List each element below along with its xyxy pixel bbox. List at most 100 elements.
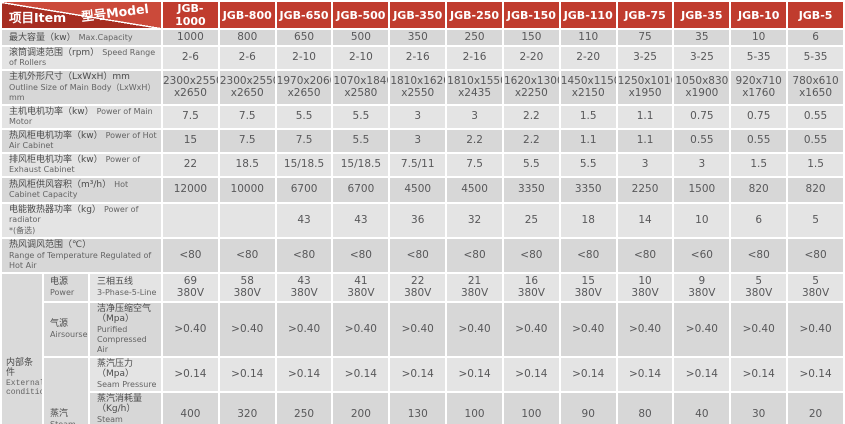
spec-cell: 15 380V <box>560 274 616 301</box>
row-label-max-capacity: 最大容量（kw） Max.Capacity <box>2 30 161 45</box>
spec-cell: 3 <box>617 154 673 176</box>
spec-cell: 3-25 <box>617 47 673 69</box>
spec-cell: 0.55 <box>788 130 843 152</box>
model-header: JGB-10 <box>731 2 787 28</box>
spec-cell: 3350 <box>560 178 616 202</box>
model-header: JGB-35 <box>674 2 730 28</box>
row-label-radiator-power: 电能散热器功率（kg） Power of radiator *(备选) <box>2 204 161 237</box>
spec-cell: 5 380V <box>788 274 843 301</box>
spec-cell: >0.40 <box>390 303 446 356</box>
spec-cell: 43 <box>276 204 332 237</box>
spec-cell: 100 <box>503 393 559 424</box>
spec-cell: 1070x1840 x2580 <box>333 71 389 104</box>
spec-cell: 36 <box>390 204 446 237</box>
spec-cell: >0.40 <box>788 303 843 356</box>
spec-cell: 2-6 <box>219 47 275 69</box>
spec-cell: >0.40 <box>560 303 616 356</box>
spec-cell: 90 <box>560 393 616 424</box>
spec-cell: 150 <box>503 30 559 45</box>
spec-cell: >0.40 <box>333 303 389 356</box>
spec-cell: >0.14 <box>731 358 787 391</box>
spec-cell: 12000 <box>163 178 218 202</box>
spec-cell: >0.14 <box>163 358 218 391</box>
model-header: JGB-250 <box>447 2 502 28</box>
row-label-speed-range: 滚筒调速范围（rpm） Speed Range of Rollers <box>2 47 161 69</box>
group-label-power: 电源 Power <box>44 274 88 301</box>
spec-cell: >0.14 <box>674 358 730 391</box>
spec-cell: 80 <box>617 393 673 424</box>
spec-cell: 10 <box>731 30 787 45</box>
group-label-air-source: 气源 Airsourse <box>44 303 88 356</box>
spec-cell: <80 <box>560 239 616 272</box>
spec-cell: 0.55 <box>731 130 787 152</box>
spec-cell: 15/18.5 <box>276 154 332 176</box>
spec-cell: 7.5 <box>447 154 502 176</box>
spec-cell: 10000 <box>219 178 275 202</box>
spec-cell: <80 <box>617 239 673 272</box>
row-label-outline-size: 主机外形尺寸（LxWxH）mm Outline Size of Main Body… <box>2 71 161 104</box>
header-row: 型号Model 项目Item JGB-1000 JGB-800 JGB-650 JGB-5… <box>2 2 843 28</box>
spec-cell <box>163 204 218 237</box>
spec-cell: 15 <box>163 130 218 152</box>
spec-cell: 350 <box>390 30 446 45</box>
spec-cell: >0.40 <box>731 303 787 356</box>
spec-cell: 1.5 <box>731 154 787 176</box>
spec-cell: 6700 <box>333 178 389 202</box>
spec-cell: 5.5 <box>560 154 616 176</box>
spec-cell: 3 <box>674 154 730 176</box>
spec-cell: 3 <box>390 130 446 152</box>
row-label-purified-compressed-air: 洁净压缩空气（Mpa） Purified Compressed Air <box>90 303 161 356</box>
model-header: JGB-110 <box>560 2 616 28</box>
spec-cell: 32 <box>447 204 502 237</box>
spec-cell: 7.5 <box>219 130 275 152</box>
spec-cell: 10 <box>674 204 730 237</box>
spec-cell: 1.5 <box>788 154 843 176</box>
model-header: JGB-75 <box>617 2 673 28</box>
spec-cell: 2-10 <box>333 47 389 69</box>
spec-cell: 7.5/11 <box>390 154 446 176</box>
spec-cell: 1.1 <box>617 130 673 152</box>
spec-cell: 1.5 <box>560 106 616 128</box>
spec-cell: 500 <box>333 30 389 45</box>
spec-cell: 6 <box>788 30 843 45</box>
spec-cell: 2-16 <box>447 47 502 69</box>
spec-cell: 5 <box>788 204 843 237</box>
spec-cell: 18 <box>560 204 616 237</box>
spec-cell: 5 380V <box>731 274 787 301</box>
spec-cell: >0.40 <box>219 303 275 356</box>
spec-cell: 250 <box>447 30 502 45</box>
spec-cell: >0.14 <box>447 358 502 391</box>
spec-cell: 800 <box>219 30 275 45</box>
spec-cell: 3350 <box>503 178 559 202</box>
spec-cell: 5.5 <box>276 106 332 128</box>
spec-cell: 43 380V <box>276 274 332 301</box>
spec-cell: 0.55 <box>674 130 730 152</box>
spec-cell: 5.5 <box>333 130 389 152</box>
spec-cell: 2300x2550 x2650 <box>163 71 218 104</box>
spec-cell: 110 <box>560 30 616 45</box>
spec-cell: 30 <box>731 393 787 424</box>
spec-cell: 4500 <box>390 178 446 202</box>
spec-cell: >0.14 <box>617 358 673 391</box>
spec-cell: 14 <box>617 204 673 237</box>
spec-cell: >0.14 <box>276 358 332 391</box>
table-corner: 型号Model 项目Item <box>2 2 161 28</box>
spec-cell: 21 380V <box>447 274 502 301</box>
spec-cell: 820 <box>788 178 843 202</box>
spec-cell: 2300x2550 x2650 <box>219 71 275 104</box>
spec-cell: 41 380V <box>333 274 389 301</box>
spec-cell: 5-35 <box>788 47 843 69</box>
spec-cell: 16 380V <box>503 274 559 301</box>
row-label-three-phase-five-line: 三相五线 3-Phase-5-Line <box>90 274 161 301</box>
spec-cell: 1620x1300 x2250 <box>503 71 559 104</box>
spec-cell: 1.1 <box>560 130 616 152</box>
spec-cell: 43 <box>333 204 389 237</box>
model-axis-label: 型号Model <box>80 2 150 25</box>
spec-cell: >0.40 <box>447 303 502 356</box>
model-header: JGB-800 <box>219 2 275 28</box>
model-header: JGB-350 <box>390 2 446 28</box>
spec-cell: 1050x830 x1900 <box>674 71 730 104</box>
spec-cell: >0.14 <box>333 358 389 391</box>
